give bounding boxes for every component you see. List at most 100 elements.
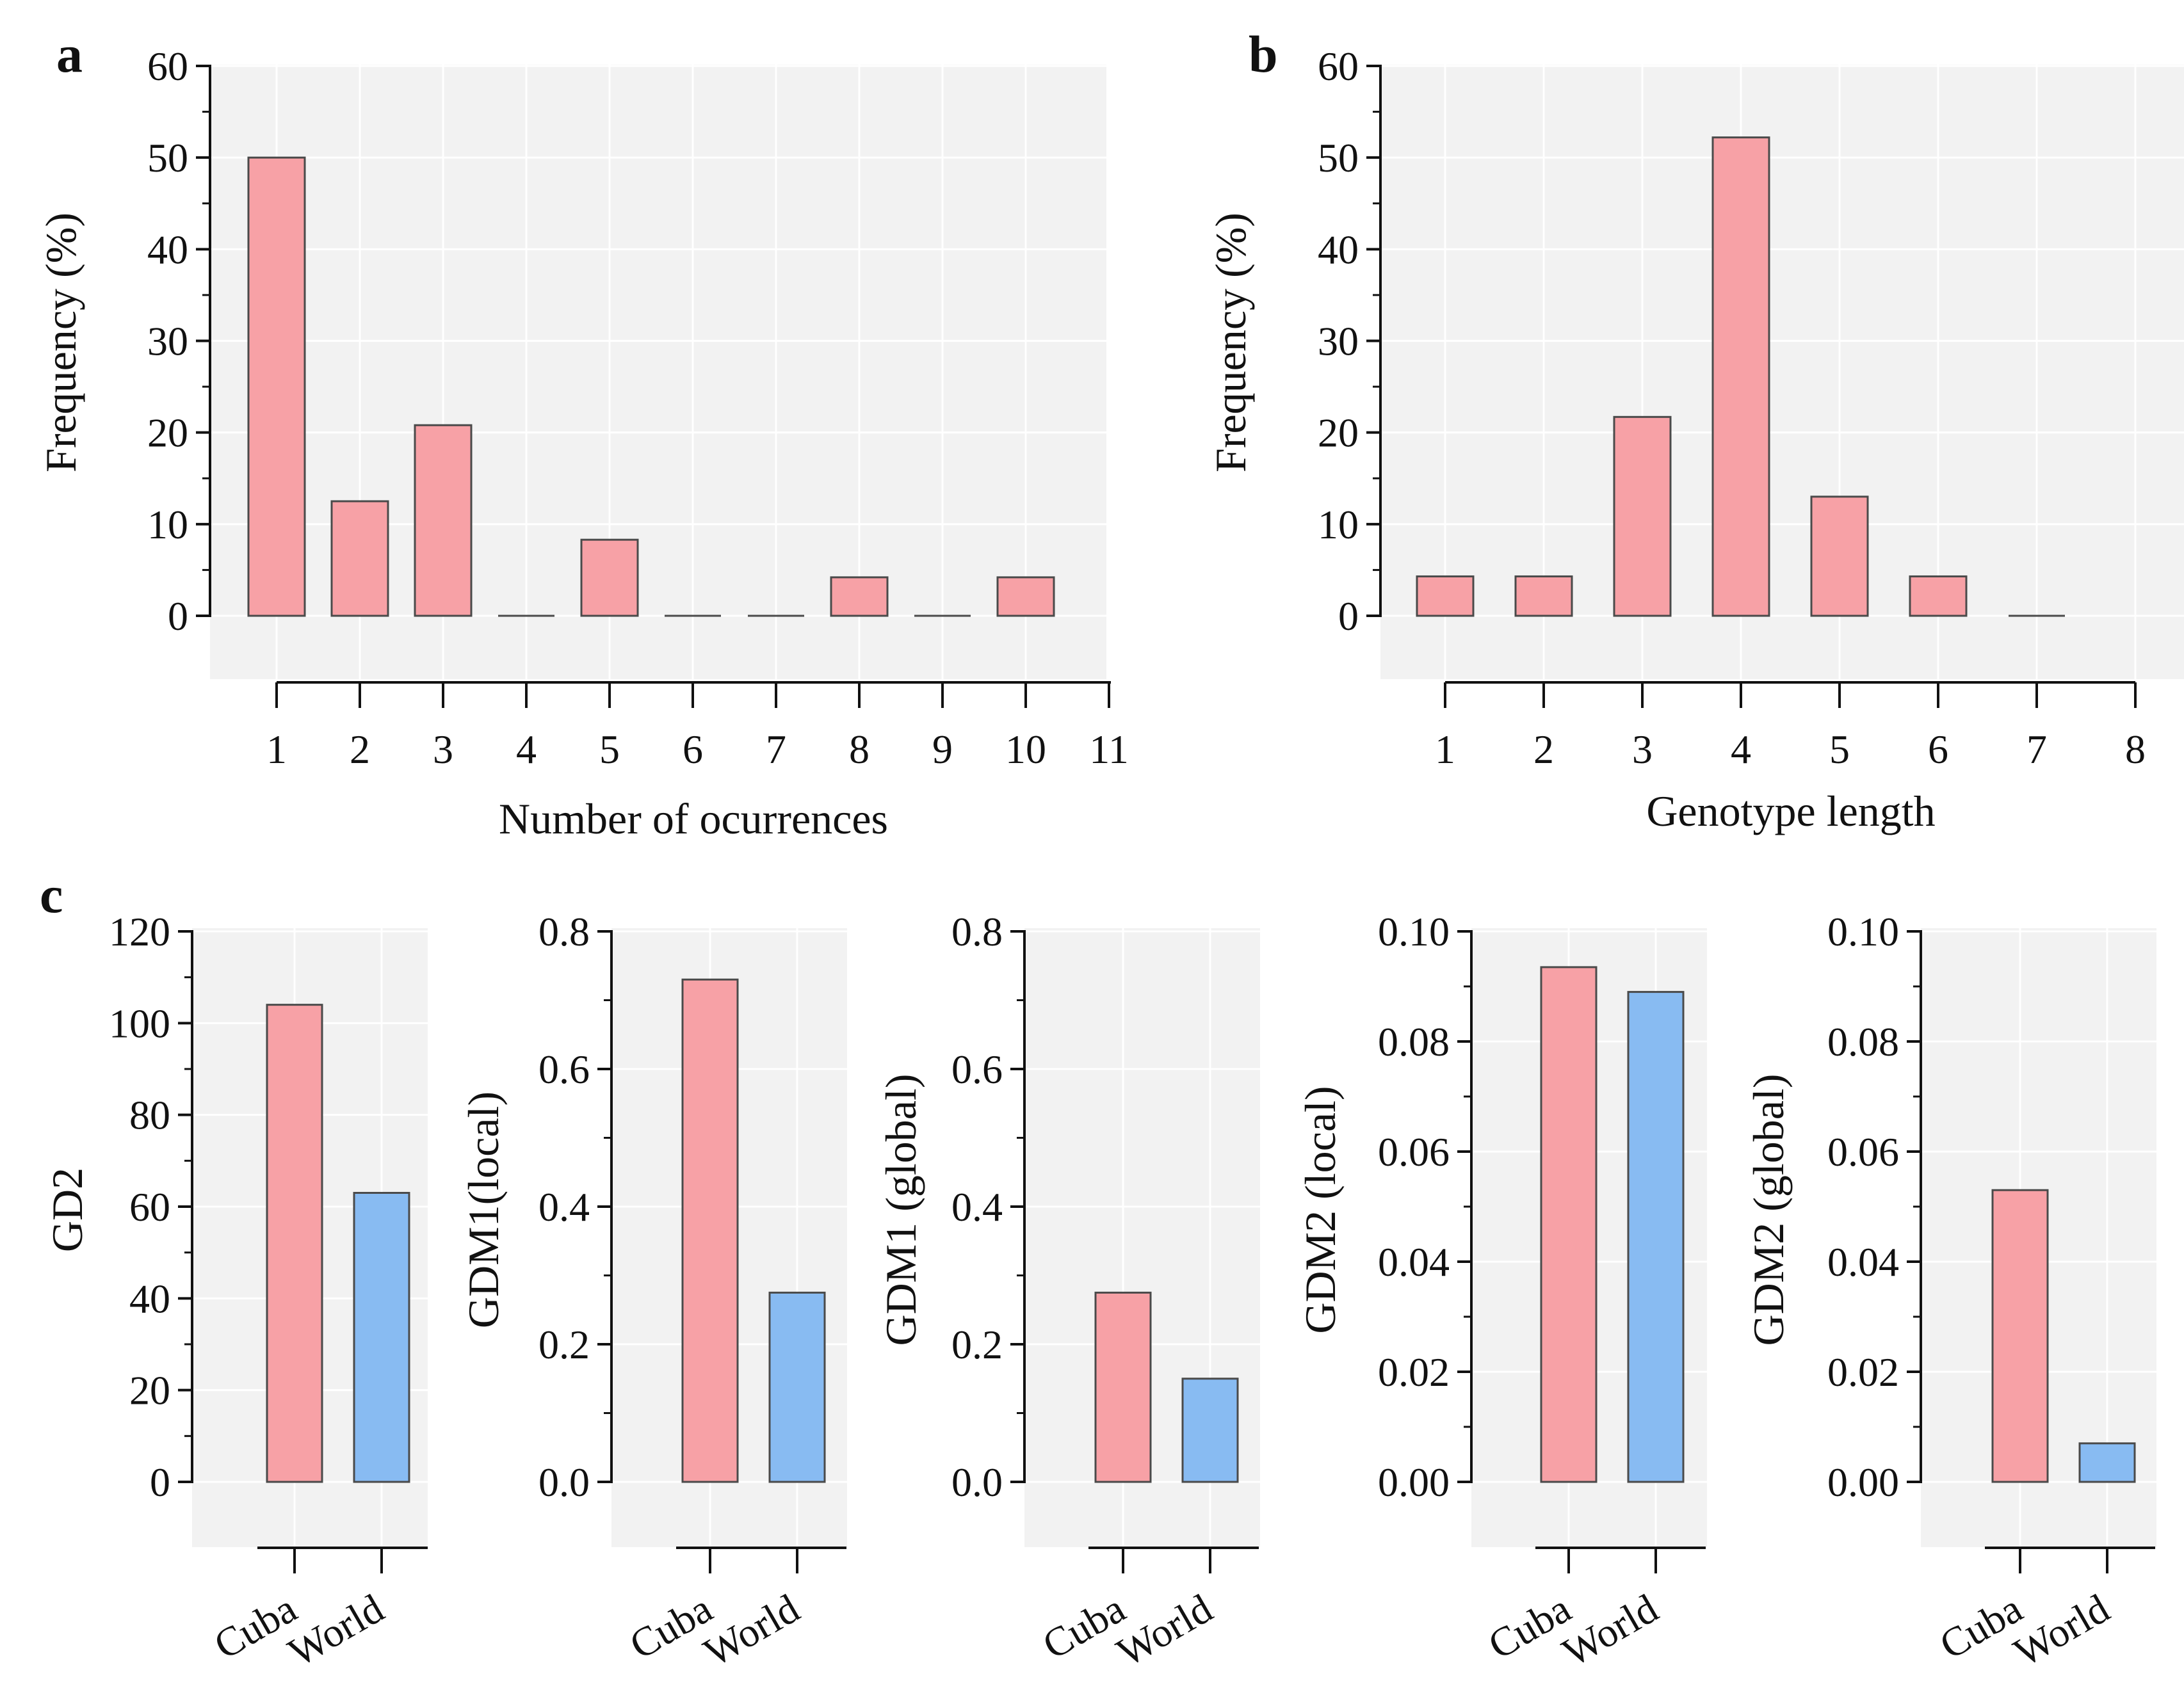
bar [2078, 1442, 2136, 1483]
y-tick-label: 60 [147, 44, 188, 89]
x-category-label: 1 [1435, 727, 1455, 772]
x-category-label: 4 [516, 727, 537, 772]
chart-a: 0 10 20 30 40 50 60 1 2 3 4 5 6 7 8 9 10 11 Frequency (%) N… [36, 25, 1129, 843]
y-tick-label: 40 [129, 1276, 170, 1321]
y-tick-label: 0.6 [538, 1047, 590, 1092]
y-tick-label: 50 [1318, 135, 1359, 181]
y-tick-label: 0.10 [1827, 909, 1899, 954]
y-tick-label: 10 [1318, 502, 1359, 547]
panel-label: b [1249, 25, 1278, 83]
bar [353, 1192, 410, 1483]
y-tick-label: 0.8 [538, 909, 590, 954]
bar [1909, 575, 1968, 617]
plot-area [1380, 65, 2184, 679]
x-category-label: 6 [683, 727, 703, 772]
y-tick-label: 0.00 [1378, 1459, 1450, 1505]
bar [580, 538, 639, 617]
x-axis-title: Number of ocurrences [499, 794, 888, 843]
y-tick-label: 0 [150, 1459, 170, 1505]
x-category-label: 1 [266, 727, 287, 772]
y-tick-label: 0.2 [538, 1322, 590, 1367]
y-tick-label: 20 [147, 410, 188, 456]
x-category-label: World [280, 1586, 391, 1676]
y-tick-label: 0.4 [951, 1184, 1003, 1230]
x-category-label: 10 [1005, 727, 1046, 772]
y-axis-title: GD2 [43, 1168, 92, 1252]
y-tick-label: 0.10 [1378, 909, 1450, 954]
y-tick-label: 40 [1318, 227, 1359, 272]
y-tick-label: 50 [147, 135, 188, 181]
x-category-label: Cuba [1932, 1586, 2030, 1668]
x-category-label: World [696, 1586, 807, 1676]
y-tick-label: 30 [1318, 319, 1359, 364]
y-tick-label: 120 [109, 909, 170, 954]
x-category-label: Cuba [1481, 1586, 1578, 1668]
bar [830, 576, 889, 617]
y-tick-label: 0.6 [951, 1047, 1003, 1092]
x-category-label: 3 [1632, 727, 1653, 772]
y-tick-label: 40 [147, 227, 188, 272]
bar [247, 156, 306, 617]
y-tick-label: 20 [1318, 410, 1359, 456]
x-category-label: 8 [2125, 727, 2146, 772]
bar [414, 424, 473, 617]
y-axis-title: GDM2 (local) [1296, 1086, 1345, 1333]
x-category-label: 2 [350, 727, 370, 772]
y-tick-label: 10 [147, 502, 188, 547]
y-tick-label: 30 [147, 319, 188, 364]
panel-label: c [40, 865, 63, 924]
x-category-label: Cuba [207, 1586, 304, 1668]
y-tick-label: 60 [129, 1184, 170, 1230]
x-category-label: 2 [1533, 727, 1554, 772]
bar [1416, 575, 1475, 617]
x-category-label: 6 [1928, 727, 1948, 772]
y-tick-label: 0.0 [951, 1459, 1003, 1505]
bar [1181, 1378, 1239, 1483]
bar [1540, 966, 1598, 1483]
x-category-label: 7 [2026, 727, 2047, 772]
x-category-label: World [1109, 1586, 1220, 1676]
panel-label: a [56, 25, 83, 83]
x-category-label: 5 [1829, 727, 1850, 772]
y-tick-label: 0.02 [1827, 1349, 1899, 1395]
bar [1094, 1291, 1152, 1483]
x-category-label: Cuba [1035, 1586, 1133, 1668]
bar [681, 978, 739, 1483]
y-tick-label: 60 [1318, 44, 1359, 89]
bar [330, 500, 389, 617]
y-tick-label: 0.08 [1378, 1019, 1450, 1065]
y-tick-label: 20 [129, 1368, 170, 1413]
x-category-label: World [2006, 1586, 2117, 1676]
bar [1514, 575, 1573, 617]
y-tick-label: 0.00 [1827, 1459, 1899, 1505]
y-axis-title: GDM1 (global) [877, 1074, 925, 1346]
y-tick-label: 0 [168, 593, 188, 639]
y-tick-label: 0.8 [951, 909, 1003, 954]
y-axis-title: Frequency (%) [1206, 213, 1255, 472]
bar [996, 576, 1055, 617]
x-category-label: World [1555, 1586, 1665, 1676]
y-tick-label: 0.04 [1827, 1239, 1899, 1285]
y-axis-title: GDM1(local) [459, 1091, 508, 1328]
x-category-label: 4 [1731, 727, 1751, 772]
y-tick-label: 0.06 [1827, 1129, 1899, 1175]
bar [1711, 136, 1770, 617]
y-axis-title: GDM2 (global) [1744, 1074, 1793, 1346]
y-tick-label: 0.02 [1378, 1349, 1450, 1395]
y-tick-label: 0.0 [538, 1459, 590, 1505]
x-category-label: 5 [599, 727, 620, 772]
bar [1613, 415, 1672, 617]
x-category-label: Cuba [622, 1586, 720, 1668]
bar [266, 1004, 323, 1483]
y-tick-label: 100 [109, 1001, 170, 1046]
x-category-label: 3 [433, 727, 453, 772]
y-tick-label: 0.08 [1827, 1019, 1899, 1065]
bar [1810, 495, 1869, 617]
x-category-label: 11 [1089, 727, 1129, 772]
y-tick-label: 0.06 [1378, 1129, 1450, 1175]
